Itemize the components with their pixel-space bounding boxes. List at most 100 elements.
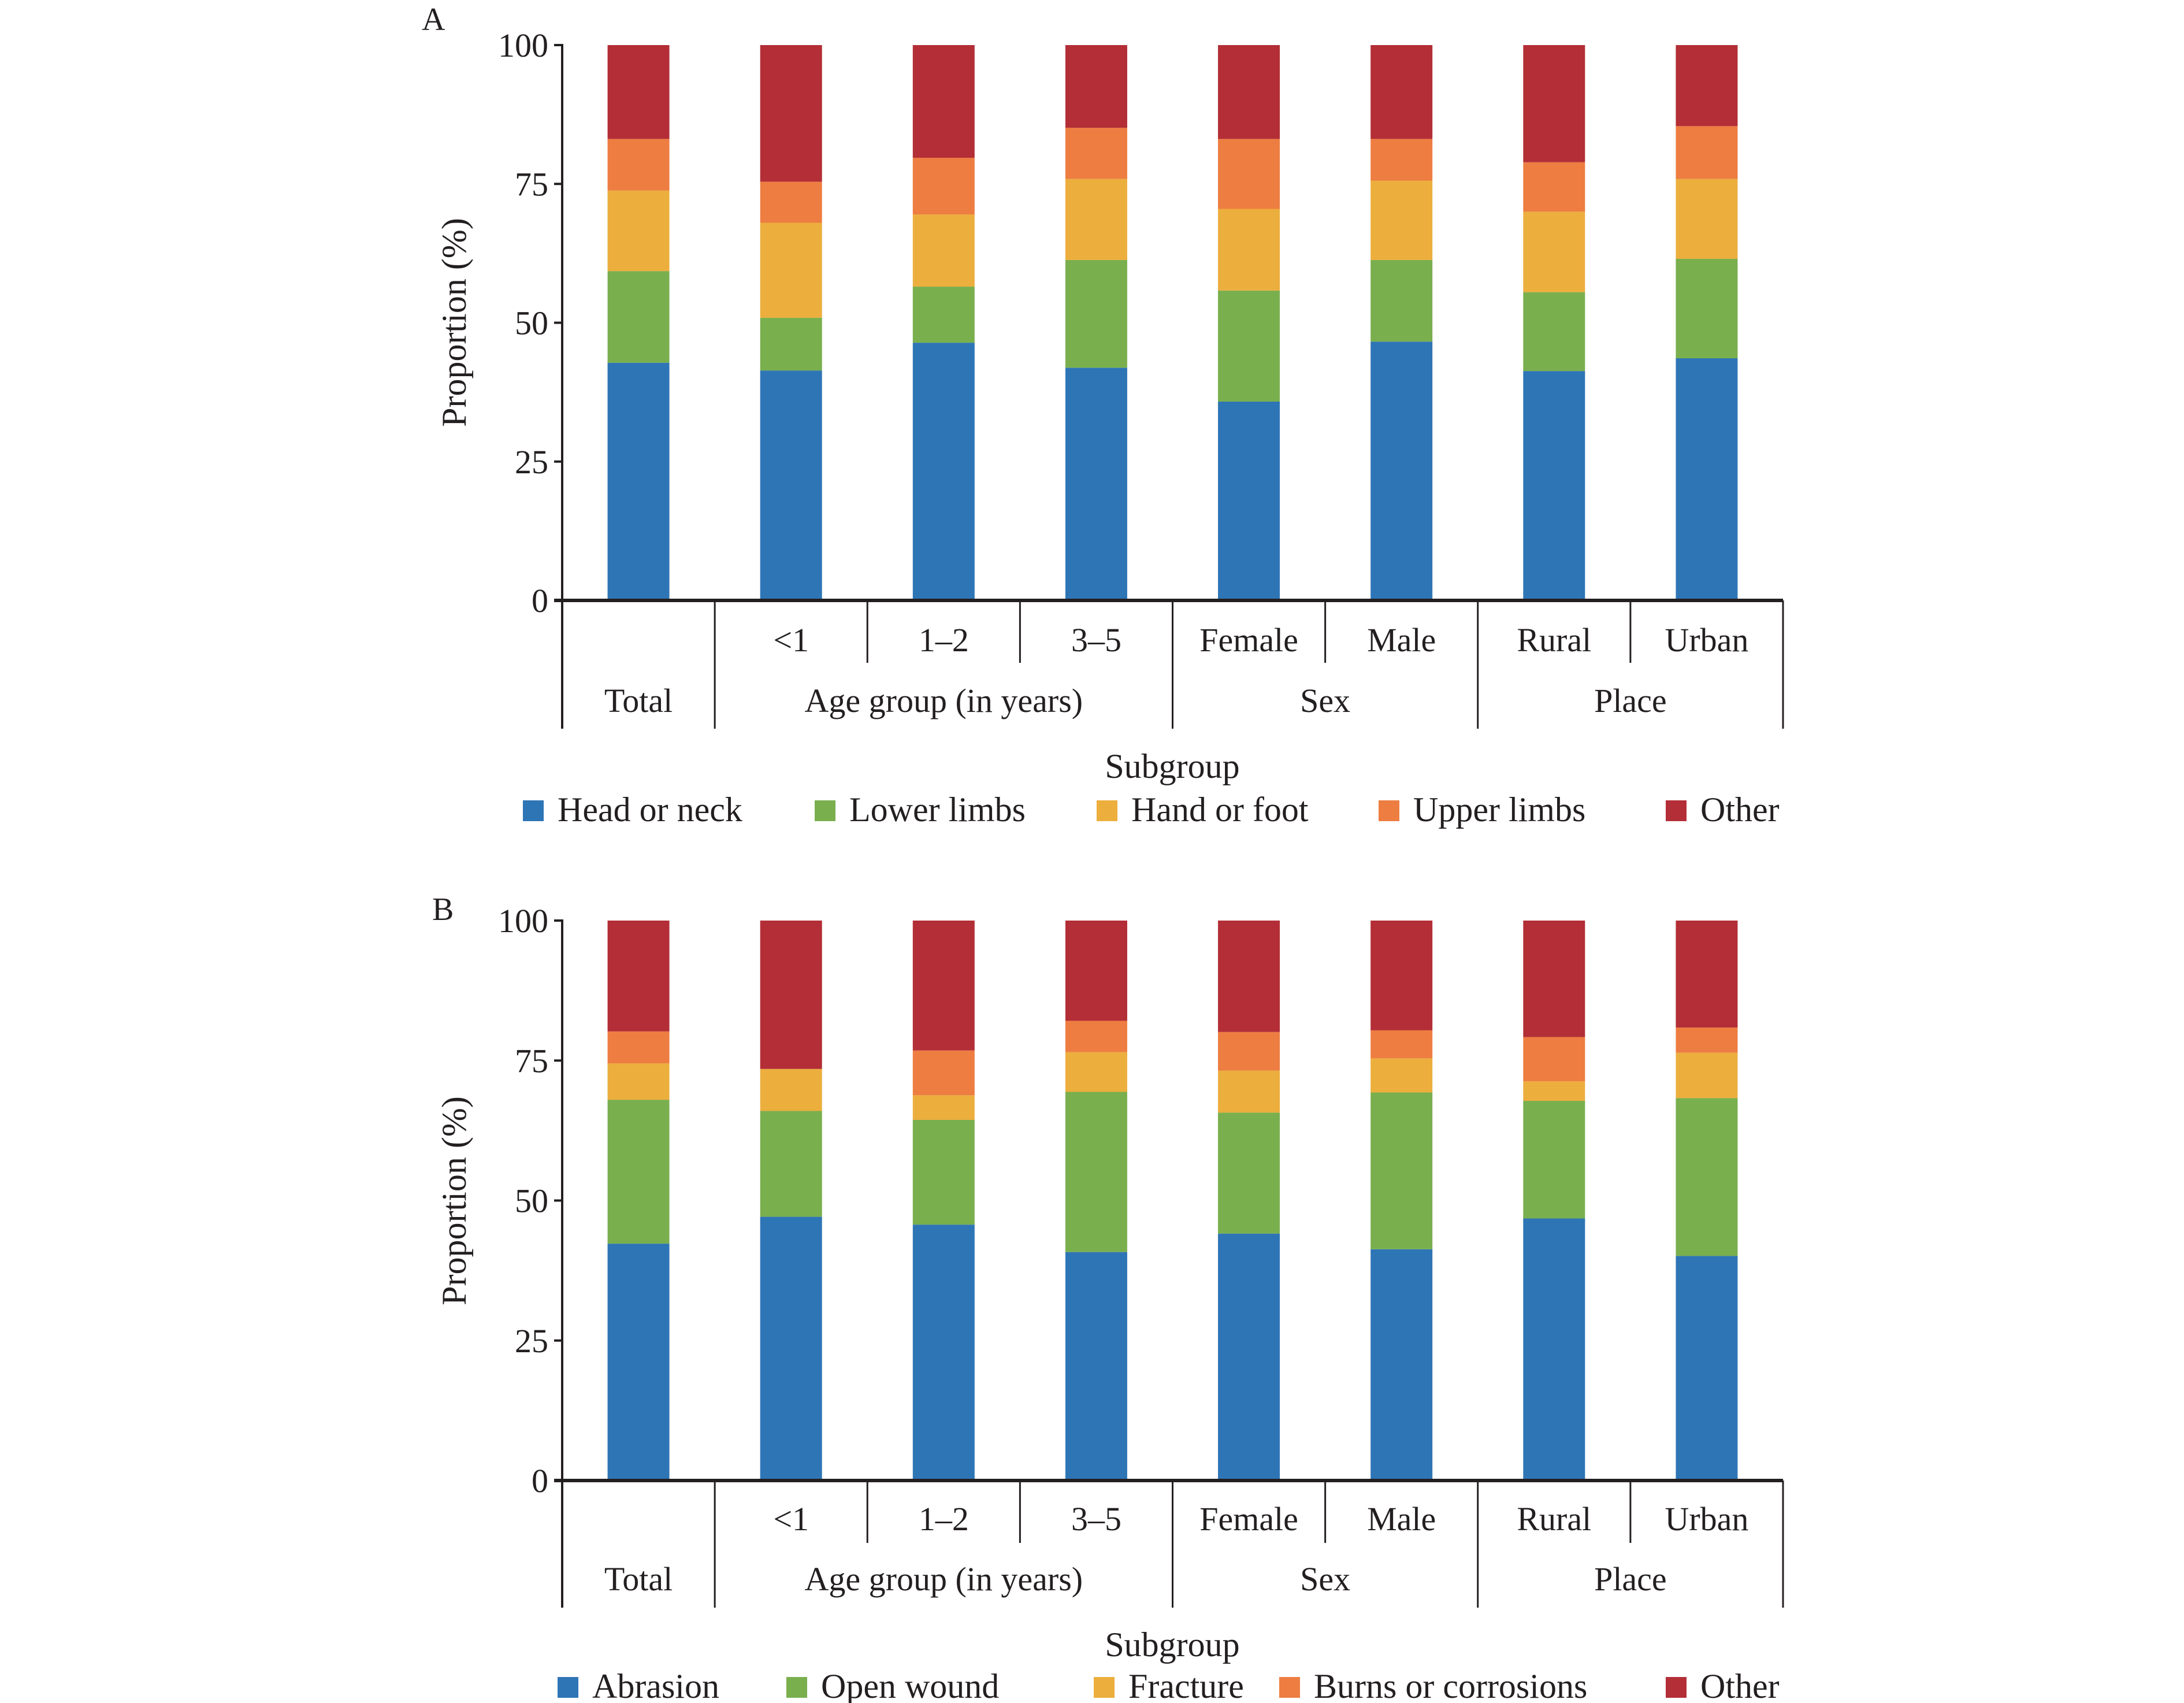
bar-segment <box>1065 368 1127 600</box>
legend-label: Lower limbs <box>849 791 1026 829</box>
bar-segment <box>1370 921 1433 1030</box>
group-label: Sex <box>1300 682 1350 719</box>
bar-segment <box>1523 162 1585 212</box>
bar-segment <box>607 139 670 191</box>
bar-segment <box>912 214 975 287</box>
bar-segment <box>607 362 670 600</box>
bar-segment <box>1370 139 1433 181</box>
bar-segment <box>1676 258 1738 359</box>
y-tick-label: 50 <box>515 1182 548 1220</box>
bar-segment <box>607 1031 670 1064</box>
bar-segment <box>1523 292 1585 372</box>
bar-segment <box>760 45 822 182</box>
bar-segment <box>1676 1098 1738 1256</box>
x-tick-label: Urban <box>1665 1500 1748 1538</box>
bar-segment <box>1065 259 1127 368</box>
legend-label: Head or neck <box>558 791 742 829</box>
bar-segment <box>1218 290 1280 402</box>
y-tick-label: 0 <box>532 582 548 619</box>
bar-segment <box>1523 1081 1585 1101</box>
bar-segment <box>912 1050 975 1096</box>
legend-label: Hand or foot <box>1131 791 1309 829</box>
bar-segment <box>1676 1027 1738 1053</box>
bar-segment <box>1065 921 1127 1021</box>
bar-segment <box>1065 128 1127 179</box>
bar-segment <box>760 1216 822 1481</box>
bar-segment <box>1676 1256 1738 1481</box>
y-axis-label: Proportion (%) <box>435 1096 473 1305</box>
legend-swatch <box>1279 1677 1300 1698</box>
legend: Head or neck Lower limbs Hand or foot Upper… <box>523 791 1780 829</box>
x-tick-label: <1 <box>773 1500 809 1538</box>
legend-swatch <box>1666 800 1687 821</box>
y-tick-label: 0 <box>532 1462 548 1500</box>
bar-segment <box>1523 45 1585 162</box>
legend-label: Upper limbs <box>1413 791 1585 829</box>
bar-segment <box>1676 45 1738 127</box>
legend-swatch <box>1097 800 1117 821</box>
legend-label: Open wound <box>821 1667 999 1703</box>
bar-segment <box>912 921 975 1051</box>
legend-swatch <box>786 1677 807 1698</box>
legend-label: Burns or corrosions <box>1314 1667 1587 1703</box>
bar-segment <box>760 317 822 371</box>
bar-segment <box>607 271 670 363</box>
bar-segment <box>607 1100 670 1244</box>
bar-segment <box>607 190 670 272</box>
bar-segment <box>1218 1112 1280 1234</box>
legend-label: Other <box>1700 1667 1780 1703</box>
x-tick-label: Female <box>1199 1500 1298 1538</box>
y-tick-label: 25 <box>515 1322 548 1360</box>
y-axis-label: Proportion (%) <box>435 218 473 427</box>
bar-segment <box>1523 371 1585 600</box>
bar-segment <box>1676 358 1738 600</box>
y-tick-label: 100 <box>498 27 548 64</box>
bar-segment <box>1218 209 1280 291</box>
bar-segment <box>1676 921 1738 1028</box>
x-tick-label: Rural <box>1517 621 1591 659</box>
panel-b: B Proportion (%) Subgroup 0 25 50 75 100 Tota… <box>432 892 1784 1703</box>
legend-swatch <box>558 1677 578 1698</box>
bar-segment <box>912 343 975 600</box>
y-tick-label: 75 <box>515 165 548 203</box>
group-label: Total <box>604 682 673 719</box>
x-tick-label: Urban <box>1665 621 1748 659</box>
x-axis-label: Subgroup <box>1105 1626 1239 1664</box>
group-label: Sex <box>1300 1560 1350 1598</box>
bar-segment <box>1676 126 1738 179</box>
legend-swatch <box>1094 1677 1115 1698</box>
bar-segment <box>760 181 822 223</box>
x-tick-label: 1–2 <box>919 621 969 659</box>
bar-segment <box>1370 1249 1433 1481</box>
x-tick-label: Rural <box>1517 1500 1591 1538</box>
bar-segment <box>1523 921 1585 1037</box>
legend: Abrasion Open wound Fracture Burns or corro… <box>558 1667 1780 1703</box>
bar-segment <box>1370 342 1433 600</box>
bar-segment <box>760 921 822 1069</box>
bar-segment <box>760 1068 822 1111</box>
legend-label: Abrasion <box>592 1667 719 1703</box>
bar-segment <box>1065 1021 1127 1052</box>
legend-label: Fracture <box>1128 1667 1244 1703</box>
y-tick-label: 75 <box>515 1042 548 1079</box>
x-tick-label: Female <box>1199 621 1298 659</box>
bar-segment <box>1065 1252 1127 1481</box>
bar-segment <box>607 45 670 139</box>
bar-segment <box>607 1063 670 1100</box>
bar-segment <box>1218 921 1280 1032</box>
bar-segment <box>1370 1058 1433 1093</box>
bar-segment <box>1065 1092 1127 1252</box>
y-tick-label: 50 <box>515 305 548 342</box>
x-axis-label: Subgroup <box>1105 747 1239 785</box>
bar-segment <box>1218 139 1280 209</box>
legend-swatch <box>815 800 835 821</box>
bar-segment <box>760 222 822 318</box>
bar-segment <box>1676 179 1738 259</box>
group-label: Place <box>1594 682 1667 719</box>
bar-segment <box>912 1119 975 1225</box>
x-tick-label: Male <box>1367 621 1436 659</box>
bar-segment <box>1065 45 1127 128</box>
group-label: Total <box>604 1560 673 1598</box>
bar-segment <box>1523 1218 1585 1481</box>
bar-segment <box>760 1111 822 1217</box>
